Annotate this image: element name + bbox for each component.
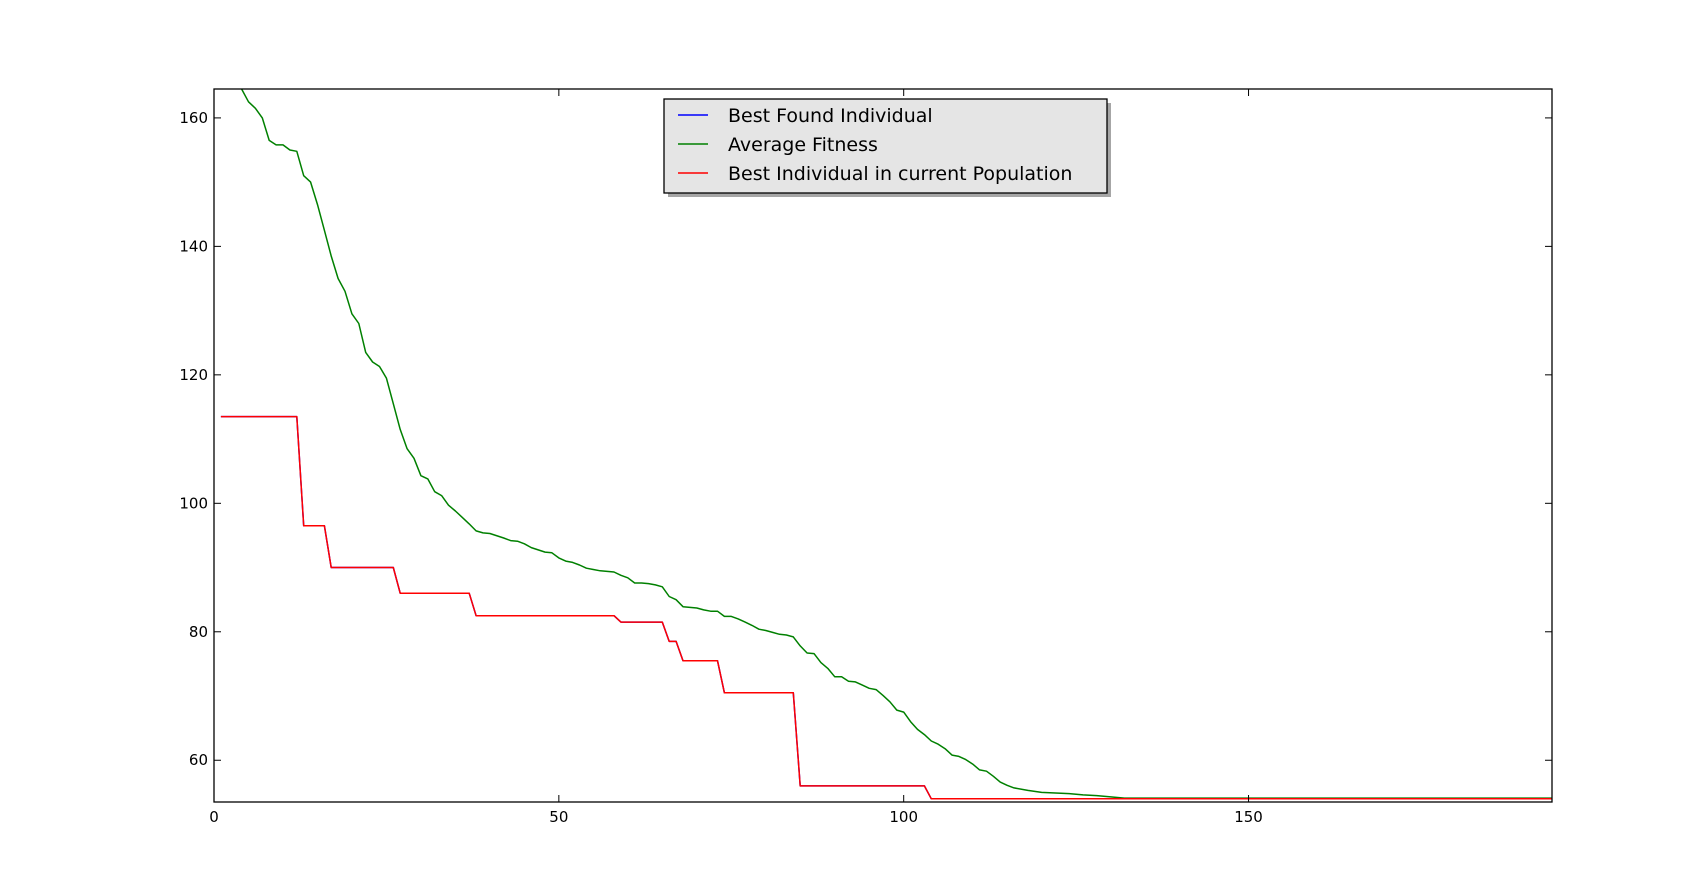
legend-box (663, 98, 1108, 194)
y-tick-label-1: 80 (189, 623, 208, 641)
legend: Best Found Individual Average Fitness Best… (663, 98, 1111, 197)
y-tick-label-4: 140 (179, 237, 208, 255)
x-tick-label-3: 150 (1234, 808, 1263, 826)
x-tick-label-0: 0 (209, 808, 219, 826)
series-layer (220, 89, 1552, 800)
y-tick-label-5: 160 (179, 109, 208, 127)
y-tick-label-3: 120 (179, 366, 208, 384)
plot-area (214, 89, 1552, 802)
series-line-1 (240, 89, 1552, 799)
plot-frame (213, 88, 1553, 803)
y-tick-label-2: 100 (179, 494, 208, 512)
legend-label-0: Best Found Individual (728, 105, 933, 127)
x-tick-label-2: 100 (889, 808, 918, 826)
tick-layer: 0 50 100 150 60 80 100 120 140 160 (179, 89, 1552, 826)
series-line-2 (220, 415, 1552, 800)
legend-label-1: Average Fitness (728, 134, 878, 156)
y-tick-label-0: 60 (189, 751, 208, 769)
x-tick-label-1: 50 (549, 808, 568, 826)
legend-label-2: Best Individual in current Population (728, 163, 1072, 185)
